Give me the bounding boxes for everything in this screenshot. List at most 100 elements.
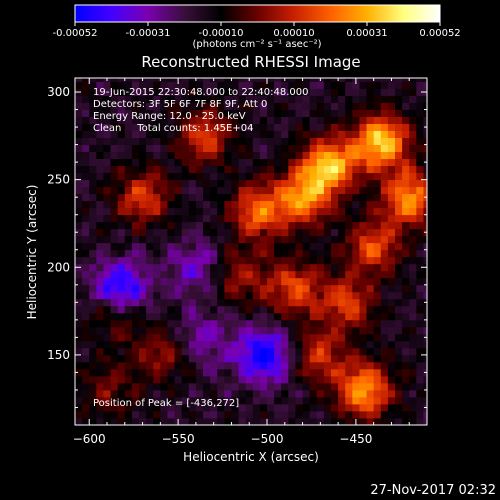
heatmap-cell	[224, 312, 232, 321]
heatmap-cell	[259, 165, 268, 174]
heatmap-cell	[395, 235, 403, 244]
heatmap-cell	[252, 109, 261, 117]
heatmap-cell	[160, 277, 168, 286]
heatmap-cell	[224, 137, 232, 145]
heatmap-cell	[387, 214, 396, 223]
heatmap-cell	[238, 165, 247, 174]
heatmap-cell	[210, 179, 218, 188]
heatmap-cell	[224, 179, 232, 188]
heatmap-cell	[402, 78, 410, 82]
heatmap-cell	[331, 382, 339, 391]
heatmap-cell	[323, 410, 332, 419]
heatmap-cell	[373, 144, 382, 153]
heatmap-cell	[153, 200, 161, 209]
heatmap-cell	[281, 242, 289, 251]
heatmap-cell	[416, 333, 424, 342]
heatmap-cell	[309, 193, 318, 202]
heatmap-cell	[295, 186, 303, 195]
heatmap-cell	[352, 130, 360, 138]
heatmap-cell	[153, 235, 161, 244]
heatmap-cell	[288, 410, 296, 419]
heatmap-cell	[387, 354, 396, 363]
heatmap-cell	[387, 340, 396, 349]
heatmap-cell	[387, 361, 396, 370]
heatmap-cell	[110, 347, 119, 356]
heatmap-cell	[82, 214, 90, 223]
heatmap-cell	[203, 228, 211, 237]
heatmap-cell	[188, 403, 197, 412]
heatmap-cell	[210, 361, 218, 370]
heatmap-cell	[373, 417, 382, 425]
heatmap-cell	[409, 354, 417, 363]
heatmap-cell	[82, 235, 90, 244]
heatmap-cell	[103, 235, 111, 244]
heatmap-cell	[274, 319, 282, 328]
heatmap-cell	[352, 151, 360, 160]
heatmap-cell	[423, 116, 427, 124]
heatmap-cell	[139, 158, 147, 167]
heatmap-cell	[416, 144, 424, 153]
heatmap-cell	[252, 78, 261, 82]
heatmap-cell	[409, 130, 417, 138]
heatmap-cell	[387, 410, 396, 419]
heatmap-cell	[210, 207, 218, 216]
heatmap-cell	[316, 186, 325, 195]
heatmap-cell	[217, 249, 225, 258]
heatmap-cell	[252, 305, 261, 314]
heatmap-cell	[110, 417, 119, 425]
heatmap-cell	[309, 214, 318, 223]
heatmap-cell	[139, 270, 147, 279]
heatmap-cell	[124, 207, 133, 216]
heatmap-cell	[366, 200, 375, 209]
heatmap-cell	[245, 263, 254, 272]
heatmap-cell	[153, 389, 161, 398]
heatmap-cell	[103, 207, 111, 216]
heatmap-cell	[75, 109, 83, 117]
heatmap-cell	[174, 109, 183, 117]
heatmap-cell	[103, 263, 111, 272]
heatmap-cell	[316, 284, 325, 293]
heatmap-cell	[139, 417, 147, 425]
heatmap-cell	[416, 291, 424, 300]
heatmap-cell	[160, 312, 168, 321]
heatmap-cell	[345, 130, 353, 138]
heatmap-cell	[167, 361, 175, 370]
heatmap-cell	[217, 396, 225, 405]
heatmap-cell	[217, 158, 225, 167]
heatmap-cell	[117, 249, 126, 258]
heatmap-cell	[302, 144, 311, 153]
heatmap-cell	[117, 116, 126, 124]
heatmap-cell	[75, 151, 83, 160]
heatmap-cell	[373, 221, 382, 230]
heatmap-cell	[153, 312, 161, 321]
heatmap-cell	[174, 214, 183, 223]
heatmap-cell	[160, 270, 168, 279]
heatmap-cell	[338, 81, 346, 89]
heatmap-cell	[203, 235, 211, 244]
heatmap-cell	[224, 298, 232, 307]
heatmap-cell	[210, 277, 218, 286]
heatmap-cell	[146, 375, 154, 384]
heatmap-cell	[188, 284, 197, 293]
heatmap-cell	[139, 207, 147, 216]
heatmap-cell	[96, 123, 104, 131]
heatmap-cell	[75, 116, 83, 124]
heatmap-cell	[146, 130, 154, 138]
heatmap-cell	[174, 172, 183, 181]
heatmap-cell	[316, 102, 325, 110]
heatmap-cell	[309, 256, 318, 265]
heatmap-cell	[366, 242, 375, 251]
heatmap-cell	[288, 78, 296, 82]
heatmap-cell	[316, 151, 325, 160]
heatmap-cell	[110, 354, 119, 363]
heatmap-cell	[387, 284, 396, 293]
heatmap-cell	[210, 88, 218, 96]
heatmap-cell	[288, 256, 296, 265]
heatmap-cell	[416, 347, 424, 356]
heatmap-cell	[117, 333, 126, 342]
heatmap-cell	[274, 116, 282, 124]
heatmap-cell	[366, 165, 375, 174]
heatmap-cell	[139, 186, 147, 195]
heatmap-cell	[323, 403, 332, 412]
